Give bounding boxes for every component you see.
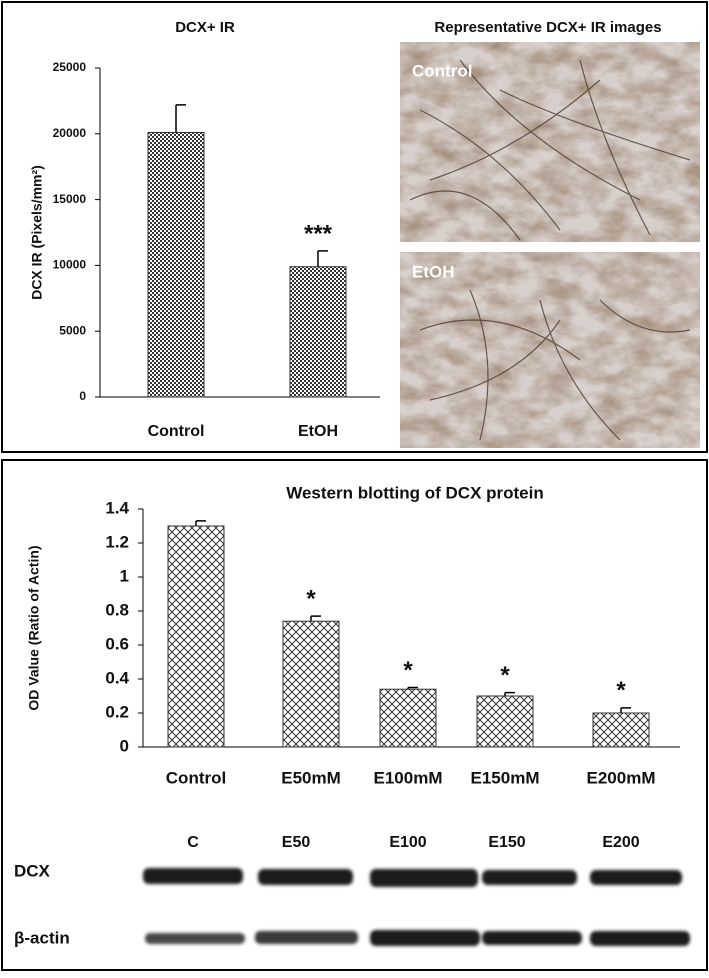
error-bar (195, 520, 206, 526)
significance-marker: * (403, 657, 413, 684)
x-tick-label: E150mM (471, 768, 540, 787)
y-tick-label: 20000 (53, 126, 87, 140)
row-label: DCX (14, 861, 51, 880)
image-label: Control (412, 61, 472, 80)
y-tick-label: 0 (79, 389, 86, 403)
significance-marker: * (306, 585, 316, 612)
x-tick-label: E200mM (587, 768, 656, 787)
bar (282, 620, 340, 748)
significance-marker: * (500, 662, 510, 689)
y-tick-label: 0.8 (105, 600, 129, 619)
error-bar (620, 707, 631, 713)
y-tick-label: 0.6 (105, 634, 129, 653)
x-tick-label: E100mM (374, 768, 443, 787)
bar (379, 688, 437, 748)
significance-marker: * (616, 677, 626, 704)
micrograph (400, 252, 700, 448)
blot-bands (143, 868, 690, 946)
x-tick-label: Control (148, 423, 205, 440)
error-bar (407, 686, 418, 690)
micrograph (400, 42, 700, 242)
x-tick-label: Control (166, 768, 226, 787)
bar (476, 695, 534, 748)
y-axis-label: DCX IR (Pixels/mm²) (29, 165, 45, 300)
bar (147, 131, 205, 398)
images-title: Representative DCX+ IR images (434, 19, 661, 36)
y-tick-label: 1.2 (105, 532, 129, 551)
x-tick-label: E50mM (281, 768, 341, 787)
y-tick-label: 1.4 (105, 498, 129, 517)
significance-marker: *** (304, 220, 333, 247)
bar (592, 712, 650, 748)
lane-label: E50 (282, 834, 311, 851)
bar (289, 266, 347, 398)
lane-label: E150 (488, 834, 525, 851)
error-bar (310, 615, 321, 622)
bar (167, 525, 225, 748)
lane-label: E100 (389, 834, 426, 851)
chart-title: Western blotting of DCX protein (286, 483, 544, 502)
y-axis-label: OD Value (Ratio of Actin) (26, 545, 42, 710)
row-label: β-actin (14, 928, 70, 947)
y-tick-label: 0 (120, 736, 129, 755)
error-bar (317, 250, 328, 267)
error-bar (504, 691, 515, 696)
y-tick-label: 25000 (53, 60, 87, 74)
y-tick-label: 10000 (53, 258, 87, 272)
y-tick-label: 5000 (59, 323, 86, 337)
lane-label: C (187, 834, 199, 851)
error-bar (175, 104, 186, 133)
y-tick-label: 15000 (53, 192, 87, 206)
panel-border (1, 459, 708, 971)
y-tick-label: 1 (120, 566, 129, 585)
y-tick-label: 0.4 (105, 668, 129, 687)
y-tick-label: 0.2 (105, 702, 129, 721)
image-label: EtOH (412, 262, 455, 281)
x-tick-label: EtOH (298, 423, 338, 440)
lane-label: E200 (602, 834, 639, 851)
panel-border (1, 1, 708, 453)
chart-title: DCX+ IR (175, 19, 235, 36)
